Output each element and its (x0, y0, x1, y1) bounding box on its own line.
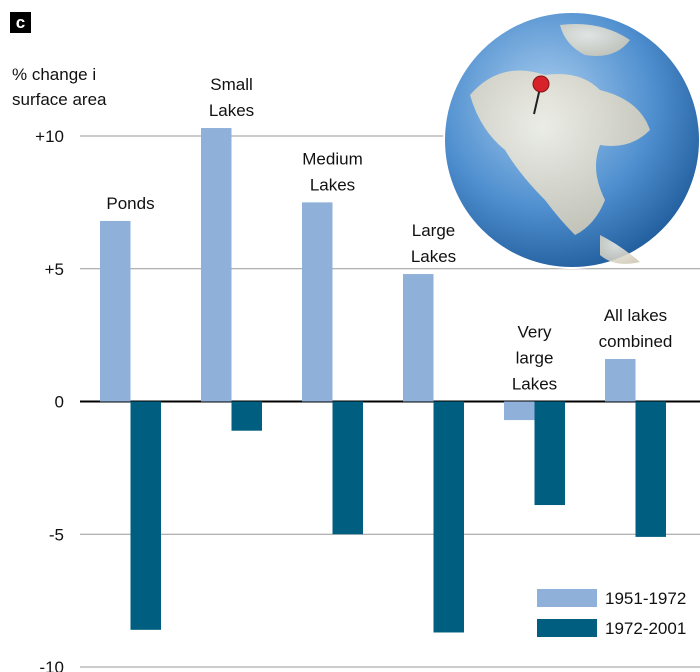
category-label: Ponds (106, 194, 154, 213)
bar (534, 401, 565, 506)
category-label: large (516, 349, 554, 368)
bar (231, 401, 262, 431)
legend-swatch (537, 619, 597, 637)
bar (433, 401, 464, 633)
legend-swatch (537, 589, 597, 607)
globe-land (470, 70, 650, 235)
bar (605, 359, 636, 402)
y-tick-label: +5 (45, 260, 64, 279)
category-label: Small (210, 75, 253, 94)
bar (302, 202, 333, 402)
y-tick-label: -10 (39, 658, 64, 672)
panel-label-box (10, 12, 31, 33)
panel-label: c (16, 13, 25, 32)
category-label: Lakes (411, 247, 456, 266)
category-label: Large (412, 221, 455, 240)
bar (130, 401, 161, 630)
globe-land (560, 24, 630, 56)
legend-label: 1972-2001 (605, 619, 686, 638)
bar (403, 274, 434, 402)
y-tick-label: -5 (49, 525, 64, 544)
category-label: Lakes (209, 101, 254, 120)
bar (332, 401, 363, 535)
category-label: Lakes (512, 375, 557, 394)
globe (443, 11, 700, 269)
category-label: Lakes (310, 175, 355, 194)
category-label: All lakes (604, 306, 667, 325)
category-label: Very (517, 323, 552, 342)
y-tick-label: 0 (55, 393, 64, 412)
y-tick-label: +10 (35, 127, 64, 146)
globe-pin-stem (533, 87, 541, 115)
bar (504, 401, 535, 421)
bar (100, 220, 131, 402)
globe-pin (532, 75, 550, 93)
globe-land (600, 235, 640, 264)
bars (100, 128, 666, 633)
category-label: combined (599, 332, 673, 351)
bar (201, 128, 232, 402)
bar (635, 401, 666, 537)
category-label: Medium (302, 149, 362, 168)
y-axis-label: surface area (12, 90, 107, 109)
legend-label: 1951-1972 (605, 589, 686, 608)
y-axis-label: % change i (12, 65, 96, 84)
